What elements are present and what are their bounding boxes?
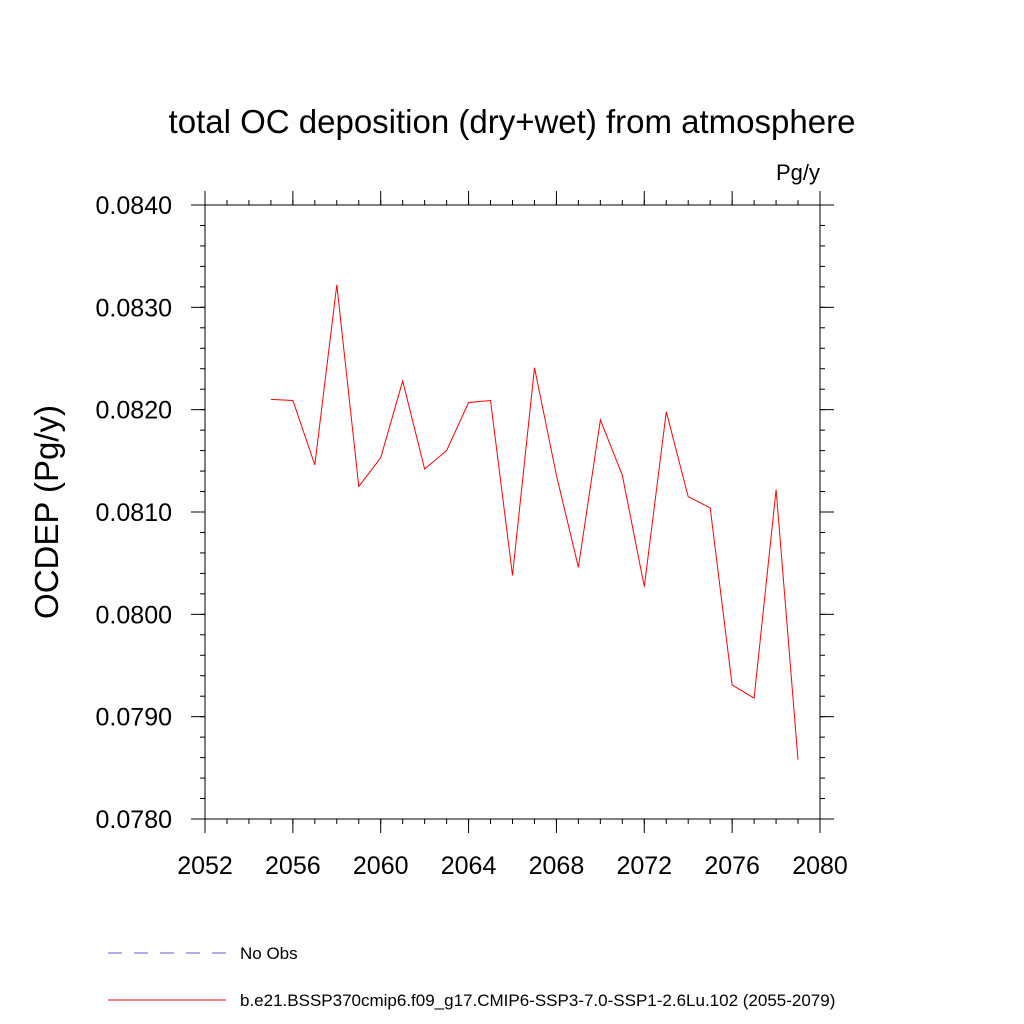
series-line [270,284,799,760]
x-tick-label: 2064 [441,852,497,880]
y-tick-label: 0.0810 [96,499,172,527]
legend-label: b.e21.BSSP370cmip6.f09_g17.CMIP6-SSP3-7.… [240,991,835,1010]
x-tick-label: 2068 [529,852,585,880]
chart-title: total OC deposition (dry+wet) from atmos… [169,103,856,140]
y-axis-label: OCDEP (Pg/y) [28,405,65,619]
x-tick-label: 2052 [177,852,233,880]
tick-labels: 2052 2056 2060 2064 2068 2072 2076 2080 0.0780 0.… [96,192,848,880]
plot-frame [204,204,821,820]
x-tick-label: 2072 [616,852,672,880]
y-tick-label: 0.0780 [96,806,172,834]
y-tick-label: 0.0840 [96,192,172,220]
major-ticks [191,191,834,833]
minor-ticks [200,200,825,824]
legend: No Obs b.e21.BSSP370cmip6.f09_g17.CMIP6-S… [108,944,835,1010]
legend-label: No Obs [240,944,298,963]
y-tick-label: 0.0820 [96,397,172,425]
y-tick-label: 0.0790 [96,704,172,732]
x-tick-label: 2060 [353,852,409,880]
y-tick-label: 0.0830 [96,294,172,322]
units-label: Pg/y [776,160,820,185]
x-tick-label: 2080 [792,852,848,880]
x-tick-label: 2076 [704,852,760,880]
x-tick-label: 2056 [265,852,321,880]
series-layer [270,284,799,760]
y-tick-label: 0.0800 [96,601,172,629]
